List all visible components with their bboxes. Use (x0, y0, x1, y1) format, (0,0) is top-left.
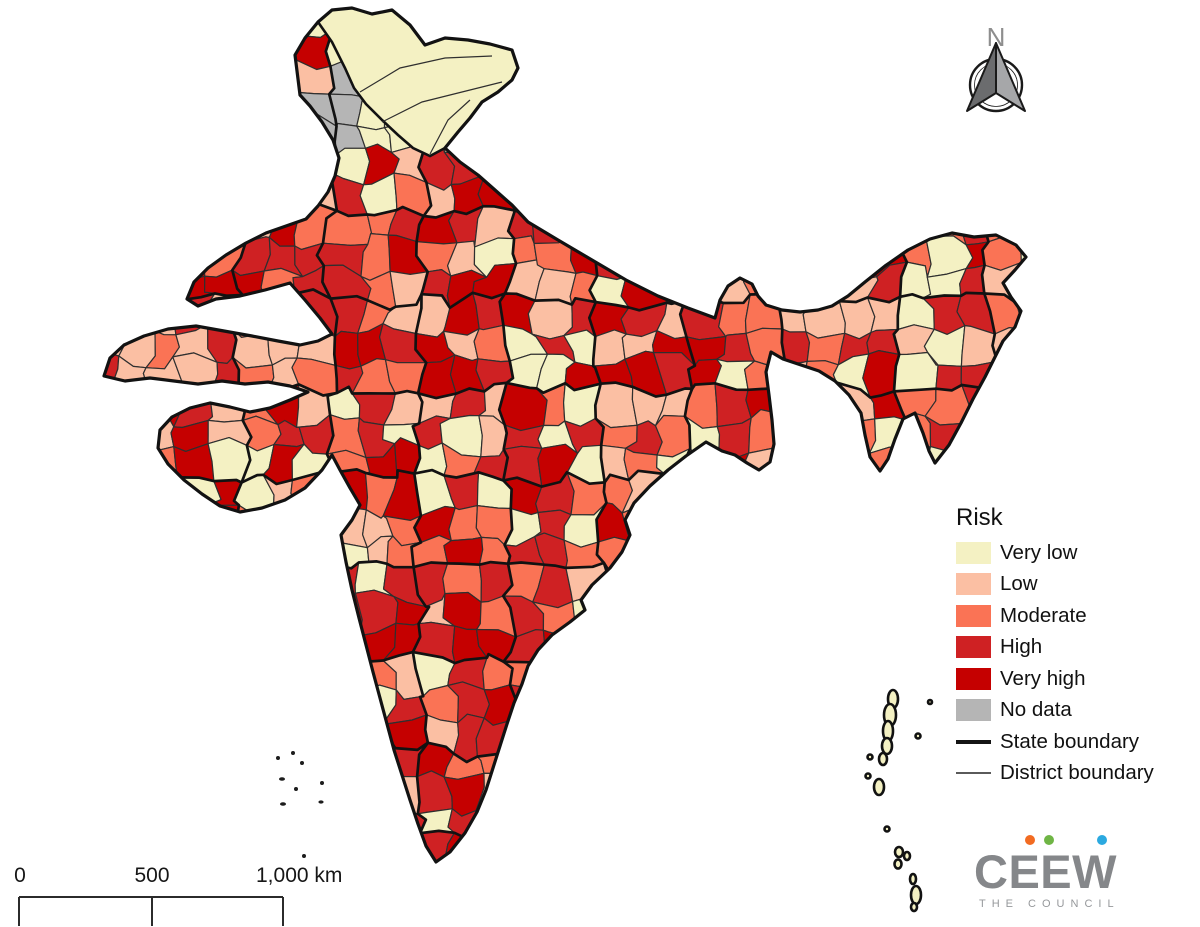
legend-item-moderate: Moderate (956, 604, 1154, 627)
legend-swatch (956, 699, 991, 721)
legend-line-swatch (956, 762, 991, 784)
ceew-logo-text: CEEW (974, 845, 1117, 898)
legend-item-very-low: Very low (956, 541, 1154, 564)
ceew-logo-dots (974, 833, 1124, 845)
legend-item-state-boundary: State boundary (956, 730, 1154, 753)
legend-item-low: Low (956, 572, 1154, 596)
legend-swatch (956, 604, 991, 627)
district-boundary-line (956, 772, 991, 774)
scalebar-label-1000: 1,000 km (256, 864, 343, 887)
legend-item-district-boundary: District boundary (956, 761, 1154, 785)
india-outline (102, 6, 1028, 864)
legend-rows: Very low Low Moderate High Very high No data S… (956, 541, 1154, 785)
orange-dot-icon (1025, 835, 1035, 845)
legend-item-label: State boundary (1000, 729, 1140, 753)
ceew-logo: CEEW THE COUNCIL (974, 833, 1124, 910)
legend-swatch (956, 573, 991, 595)
legend-item-label: High (1000, 635, 1043, 658)
scalebar-label-0: 0 (14, 864, 26, 887)
legend-item-label: District boundary (1000, 761, 1154, 784)
legend: Risk Very low Low Moderate High Very high No … (956, 504, 1154, 793)
scalebar-label-500: 500 (134, 864, 170, 887)
andaman-nicobar-islands (864, 688, 934, 913)
north-arrow (966, 42, 1026, 113)
legend-line-swatch (956, 731, 991, 753)
legend-item-no-data: No data (956, 698, 1154, 722)
legend-item-label: Moderate (1000, 603, 1087, 627)
green-dot-icon (1044, 835, 1054, 845)
legend-item-high: High (956, 635, 1154, 659)
legend-item-label: No data (1000, 698, 1072, 721)
legend-swatch (956, 541, 991, 564)
ceew-logo-subtext: THE COUNCIL (979, 898, 1120, 910)
legend-swatch (956, 636, 991, 658)
legend-title: Risk (956, 504, 1003, 531)
blue-dot-icon (1097, 835, 1107, 845)
legend-item-label: Very high (1000, 666, 1086, 690)
scalebar (18, 896, 284, 926)
legend-item-very-high: Very high (956, 667, 1154, 690)
legend-item-label: Low (1000, 572, 1038, 595)
north-arrow-label: N (986, 22, 1006, 52)
legend-swatch (956, 667, 991, 690)
state-boundary-line (956, 739, 991, 744)
lakshadweep-islands (276, 751, 324, 858)
legend-item-label: Very low (1000, 540, 1078, 564)
